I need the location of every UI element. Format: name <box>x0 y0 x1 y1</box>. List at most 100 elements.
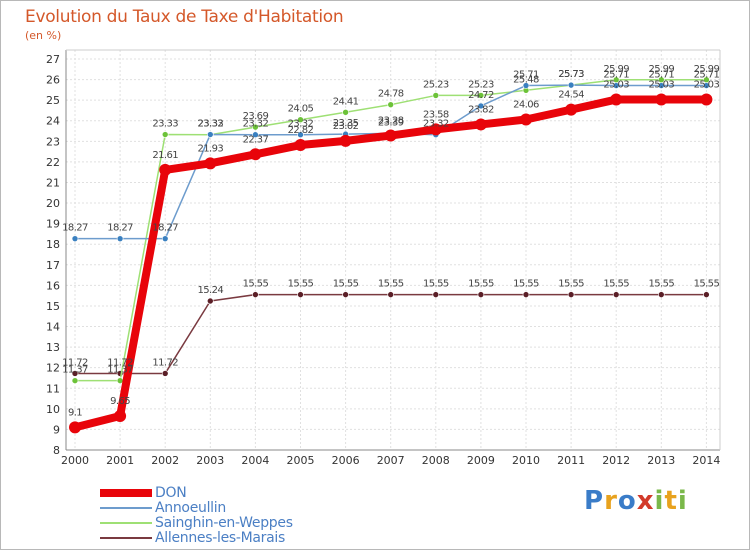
data-label-don: 25.03 <box>648 80 674 91</box>
data-point-allennes-les-marais <box>342 291 349 298</box>
x-tick-label: 2013 <box>647 454 675 467</box>
y-tick-label: 23 <box>46 135 60 148</box>
legend-item-allennes-les-marais: Allennes-les-Marais <box>100 529 286 546</box>
y-tick-label: 22 <box>46 156 60 169</box>
data-point-don <box>114 410 127 423</box>
data-point-don <box>610 93 623 106</box>
data-label-don: 25.03 <box>603 80 629 91</box>
data-point-allennes-les-marais <box>477 291 485 298</box>
data-label-annoeullin: 23.32 <box>243 119 269 130</box>
data-label-annoeullin: 18.27 <box>152 223 178 234</box>
y-tick-label: 16 <box>46 279 60 292</box>
data-label-sainghin-en-weppes: 24.78 <box>378 89 404 100</box>
x-tick-label: 2008 <box>422 454 450 467</box>
data-point-sainghin-en-weppes <box>71 377 79 384</box>
y-tick-label: 27 <box>46 53 60 66</box>
data-label-annoeullin: 25.71 <box>648 70 674 81</box>
data-label-sainghin-en-weppes: 11.37 <box>107 365 133 376</box>
data-point-sainghin-en-weppes <box>342 108 349 116</box>
legend-item-sainghin-en-weppes: Sainghin-en-Weppes <box>100 515 293 531</box>
data-label-allennes-les-marais: 11.72 <box>107 357 133 368</box>
data-label-sainghin-en-weppes: 25.23 <box>423 79 449 90</box>
data-point-annoeullin <box>522 82 530 89</box>
data-label-annoeullin: 23.32 <box>423 119 449 130</box>
y-tick-label: 14 <box>46 321 60 334</box>
data-label-annoeullin: 25.71 <box>603 70 629 81</box>
y-tick-label: 8 <box>53 444 60 457</box>
data-point-allennes-les-marais <box>207 297 214 305</box>
legend-swatch <box>100 521 152 524</box>
logo-letter: x <box>636 486 655 516</box>
data-point-annoeullin <box>657 82 665 89</box>
y-tick-label: 12 <box>46 362 60 375</box>
data-point-annoeullin <box>477 102 485 110</box>
legend-swatch <box>100 488 152 497</box>
data-point-annoeullin <box>116 235 124 242</box>
data-label-sainghin-en-weppes: 23.69 <box>243 111 269 122</box>
y-tick-label: 17 <box>46 259 60 272</box>
data-label-allennes-les-marais: 15.55 <box>468 279 494 290</box>
data-label-don: 21.93 <box>197 143 223 154</box>
legend-item-annoeullin: Annoeullin <box>100 499 226 516</box>
data-point-allennes-les-marais <box>297 291 304 298</box>
data-point-don <box>474 118 487 131</box>
data-point-don <box>384 129 397 142</box>
data-point-sainghin-en-weppes <box>477 92 485 99</box>
logo-letter: i <box>677 486 688 516</box>
y-tick-label: 11 <box>46 382 60 395</box>
data-label-allennes-les-marais: 15.55 <box>558 279 584 290</box>
data-label-allennes-les-marais: 15.55 <box>603 279 629 290</box>
data-label-sainghin-en-weppes: 25.99 <box>603 64 629 75</box>
data-point-don <box>69 421 81 434</box>
data-label-allennes-les-marais: 15.55 <box>288 279 314 290</box>
proxiti-logo: Proxiti <box>584 486 688 516</box>
y-tick-label: 25 <box>46 94 60 107</box>
data-label-annoeullin: 24.72 <box>468 90 494 101</box>
chart-title: Evolution du Taux de Taxe d'Habitation <box>25 7 344 27</box>
y-tick-label: 9 <box>53 423 60 436</box>
data-label-allennes-les-marais: 11.72 <box>62 357 88 368</box>
x-tick-label: 2001 <box>106 454 134 467</box>
data-label-annoeullin: 23.39 <box>378 117 404 128</box>
data-label-sainghin-en-weppes: 25.23 <box>468 79 494 90</box>
data-point-allennes-les-marais <box>657 291 665 298</box>
legend-label: Allennes-les-Marais <box>155 529 286 546</box>
logo-letter: o <box>617 486 637 516</box>
y-tick-label: 21 <box>46 176 60 189</box>
data-point-annoeullin <box>703 82 710 89</box>
data-label-sainghin-en-weppes: 25.99 <box>694 64 720 75</box>
data-label-don: 25.03 <box>694 80 720 91</box>
legend-label: Annoeullin <box>155 499 226 516</box>
data-point-allennes-les-marais <box>71 370 79 377</box>
y-tick-label: 13 <box>46 341 60 354</box>
data-point-annoeullin <box>207 131 214 138</box>
data-label-sainghin-en-weppes: 24.05 <box>288 104 314 115</box>
data-point-annoeullin <box>297 131 304 139</box>
legend-swatch <box>100 536 152 539</box>
data-point-don <box>204 157 217 170</box>
y-tick-label: 19 <box>46 218 60 231</box>
data-label-don: 23.02 <box>333 121 359 132</box>
data-label-don: 22.82 <box>288 125 314 136</box>
data-point-don <box>429 123 442 136</box>
data-label-sainghin-en-weppes: 23.33 <box>152 119 178 130</box>
data-label-don: 23.58 <box>423 109 449 120</box>
data-label-annoeullin: 18.27 <box>62 223 88 234</box>
data-label-don: 24.06 <box>513 100 539 111</box>
x-tick-label: 2012 <box>602 454 630 467</box>
data-label-sainghin-en-weppes: 23.32 <box>197 119 223 130</box>
x-tick-label: 2014 <box>692 454 720 467</box>
data-point-don <box>655 93 668 106</box>
data-label-sainghin-en-weppes: 25.99 <box>648 64 674 75</box>
data-point-don <box>565 103 578 116</box>
data-point-don <box>159 163 172 176</box>
logo-letter: t <box>664 486 678 516</box>
data-label-sainghin-en-weppes: 11.37 <box>62 365 88 376</box>
data-label-don: 24.54 <box>558 90 584 101</box>
x-tick-label: 2004 <box>241 454 269 467</box>
data-point-sainghin-en-weppes <box>432 92 440 99</box>
legend-swatch <box>100 506 152 509</box>
data-label-allennes-les-marais: 15.55 <box>333 279 359 290</box>
data-point-allennes-les-marais <box>387 291 395 298</box>
logo-letter: P <box>584 486 605 516</box>
